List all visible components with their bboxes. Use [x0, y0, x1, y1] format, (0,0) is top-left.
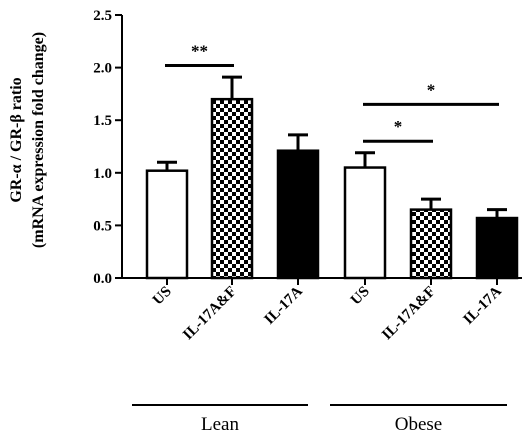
group-label: Obese	[395, 414, 442, 435]
bar	[276, 149, 320, 280]
axes: 0.0 0.5 1.0 1.5 2.0 2.5	[93, 8, 522, 287]
bar	[210, 97, 254, 280]
y-tick-label: 2.0	[93, 61, 112, 77]
significance-label: *	[394, 117, 403, 136]
bar	[145, 169, 189, 280]
group-label: Lean	[201, 414, 239, 435]
y-tick-label: 0.5	[93, 218, 112, 234]
y-axis-title-line-2: (mRNA expression fold change)	[30, 32, 47, 248]
significance-label: **	[191, 41, 208, 60]
bar	[409, 208, 453, 280]
category-label: IL-17A	[461, 283, 505, 327]
bars	[145, 75, 519, 280]
y-tick-label: 2.5	[93, 8, 112, 24]
y-axis-title-line-1: GR-α / GR-β ratio	[8, 77, 25, 202]
y-tick-label: 0.0	[93, 271, 112, 287]
y-axis-title: GR-α / GR-β ratio (mRNA expression fold …	[8, 32, 47, 248]
group-labels: Lean Obese	[132, 404, 507, 435]
category-label: US	[348, 284, 373, 309]
significance-label: *	[427, 80, 436, 99]
category-label: US	[150, 284, 175, 309]
category-label: IL-17A&F	[379, 284, 439, 344]
bar	[475, 216, 519, 280]
significance-annotations: ****	[165, 41, 499, 143]
category-label: IL-17A&F	[180, 284, 240, 344]
bar	[343, 166, 387, 280]
category-labels: US IL-17A&F IL-17A US IL-17A&F IL-17A	[150, 283, 505, 343]
y-tick-label: 1.5	[93, 113, 112, 129]
y-tick-label: 1.0	[93, 166, 112, 182]
category-label: IL-17A	[262, 283, 306, 327]
